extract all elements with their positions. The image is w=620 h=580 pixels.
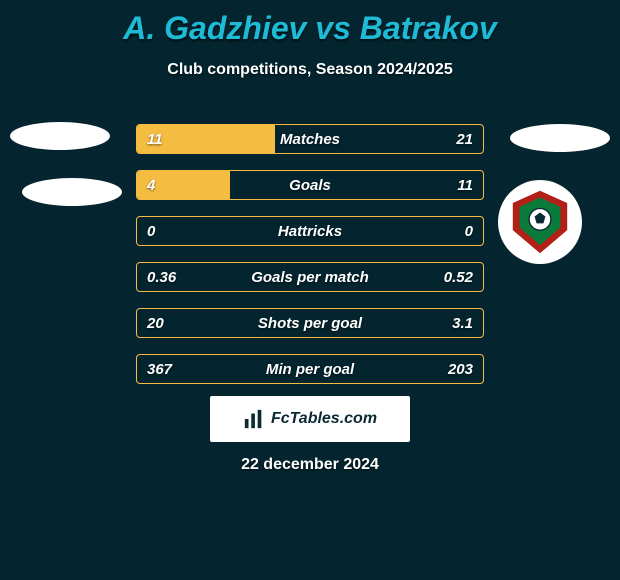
stat-label: Shots per goal xyxy=(137,309,483,337)
stat-label: Min per goal xyxy=(137,355,483,383)
subtitle: Club competitions, Season 2024/2025 xyxy=(0,61,620,79)
stat-row: 11Matches21 xyxy=(136,124,484,154)
comparison-bars: 11Matches214Goals110Hattricks00.36Goals … xyxy=(136,124,484,400)
page-title: A. Gadzhiev vs Batrakov xyxy=(0,0,620,47)
date-text: 22 december 2024 xyxy=(0,456,620,474)
stat-row: 20Shots per goal3.1 xyxy=(136,308,484,338)
stat-row: 4Goals11 xyxy=(136,170,484,200)
stat-right-value: 0.52 xyxy=(434,263,483,291)
club-crest-right xyxy=(498,180,582,264)
bars-icon xyxy=(243,408,265,430)
stat-right-value: 3.1 xyxy=(442,309,483,337)
brand-text: FcTables.com xyxy=(271,410,377,428)
stat-right-value: 11 xyxy=(447,171,483,199)
stat-right-value: 0 xyxy=(455,217,483,245)
stat-row: 0.36Goals per match0.52 xyxy=(136,262,484,292)
stat-right-value: 21 xyxy=(446,125,483,153)
stat-row: 367Min per goal203 xyxy=(136,354,484,384)
stat-label: Matches xyxy=(137,125,483,153)
player-left-avatar-1 xyxy=(10,122,110,150)
stat-label: Goals per match xyxy=(137,263,483,291)
player-left-avatar-2 xyxy=(22,178,122,206)
brand-badge: FcTables.com xyxy=(210,396,410,442)
stat-label: Hattricks xyxy=(137,217,483,245)
stat-right-value: 203 xyxy=(438,355,483,383)
crest-icon xyxy=(506,188,574,256)
stat-row: 0Hattricks0 xyxy=(136,216,484,246)
stat-label: Goals xyxy=(137,171,483,199)
player-right-avatar xyxy=(510,124,610,152)
